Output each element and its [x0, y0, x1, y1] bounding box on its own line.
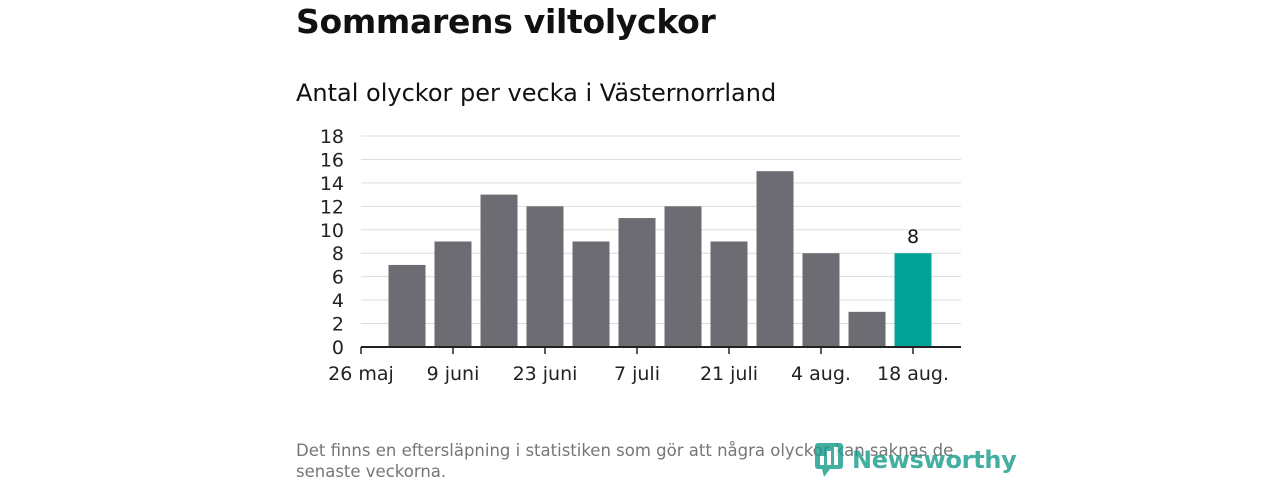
- x-axis: [360, 346, 961, 354]
- bar: [480, 194, 518, 347]
- x-tick-label: 4 aug.: [791, 363, 851, 385]
- gridlines: [361, 135, 961, 325]
- y-tick-label: 14: [320, 173, 344, 195]
- bar: [848, 311, 886, 347]
- y-tick-label: 4: [332, 290, 344, 312]
- y-tick-label: 18: [320, 126, 344, 148]
- newsworthy-logo-text: Newsworthy: [852, 446, 1017, 474]
- newsworthy-logo-icon: [815, 443, 843, 477]
- bar: [526, 206, 564, 347]
- bar: [664, 206, 702, 347]
- y-tick-label: 2: [332, 314, 344, 336]
- data-labels: 8: [907, 226, 919, 248]
- bar: [894, 253, 932, 347]
- bar: [756, 171, 794, 347]
- bar: [434, 241, 472, 347]
- x-tick-label: 26 maj: [328, 363, 394, 385]
- y-tick-label: 8: [332, 243, 344, 265]
- bar: [618, 218, 656, 347]
- x-tick-label: 18 aug.: [877, 363, 949, 385]
- bars: [388, 171, 932, 347]
- bar: [710, 241, 748, 347]
- y-tick-label: 12: [320, 196, 344, 218]
- x-axis-tick-labels: 26 maj 9 juni 23 juni 7 juli 21 juli 4 aug. 18…: [328, 363, 949, 385]
- footnote: Det finns en eftersläpning i statistiken…: [296, 441, 954, 481]
- bar: [802, 253, 840, 347]
- x-tick-label: 9 juni: [427, 363, 480, 385]
- y-tick-label: 6: [332, 267, 344, 289]
- x-tick-label: 21 juli: [700, 363, 758, 385]
- x-tick-label: 23 juni: [513, 363, 578, 385]
- chart-title: Sommarens viltolyckor: [296, 2, 716, 41]
- x-tick-label: 7 juli: [614, 363, 660, 385]
- chart-subtitle: Antal olyckor per vecka i Västernorrland: [296, 79, 777, 107]
- bar: [388, 264, 426, 347]
- bar: [572, 241, 610, 347]
- y-tick-label: 0: [332, 337, 344, 359]
- newsworthy-logo: Newsworthy: [814, 442, 1017, 478]
- y-tick-label: 16: [320, 149, 344, 171]
- y-tick-label: 10: [320, 220, 344, 242]
- data-label: 8: [907, 226, 919, 248]
